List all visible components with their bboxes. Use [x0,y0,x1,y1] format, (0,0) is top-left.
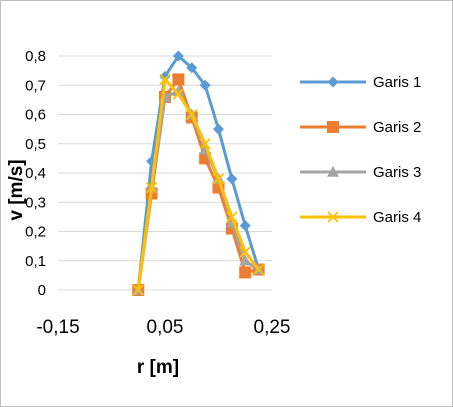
y-tick-label: 0,7 [25,77,46,94]
legend-item: Garis 4 [300,209,421,226]
square-marker [172,73,185,86]
x-marker [186,108,198,121]
series-line [136,77,259,291]
triangle-marker [327,166,339,177]
y-tick-label: 0,2 [25,224,46,241]
triangle-marker [172,85,185,96]
x-marker [327,211,339,223]
x-tick-labels: -0,15 0,05 0,25 [36,317,290,338]
x-marker-stroke [199,138,211,150]
x-marker-stroke [172,88,185,100]
x-marker-stroke [212,173,225,185]
x-marker-stroke [252,263,265,276]
x-tick-label: 0,25 [254,317,291,338]
y-tick-label: 0,8 [25,48,46,65]
y-tick-label: 0 [38,282,46,299]
x-marker [159,73,171,86]
x-tick-label: 0,05 [147,317,184,338]
x-marker [199,138,211,150]
x-marker [132,284,144,296]
y-tick-label: 0,4 [25,165,46,182]
x-marker-stroke [327,211,339,223]
x-marker-stroke [132,284,144,296]
x-marker [252,263,265,276]
diamond-marker [159,70,171,82]
y-tick-label: 0,1 [25,253,46,270]
x-marker [212,173,225,185]
x-marker [172,88,185,100]
y-tick-label: 0,6 [25,107,46,124]
legend-item: Garis 3 [300,164,421,181]
x-marker [226,211,238,223]
diamond-marker [199,79,211,91]
x-marker-stroke [145,181,158,194]
diamond-marker [226,173,238,185]
series-line [136,54,261,291]
x-marker-stroke [186,108,198,121]
diamond-marker [327,76,339,88]
x-marker-stroke [239,246,251,258]
x-marker-stroke [159,73,171,86]
diamond-marker [239,220,251,232]
legend-label: Garis 4 [373,209,421,226]
x-marker [239,246,251,258]
x-marker [145,181,158,194]
diamond-marker [172,50,184,62]
legend: Garis 1 Garis 2 Garis 3 Garis 4 [300,74,421,226]
x-axis-title: r [m] [137,357,179,378]
diamond-marker [213,123,224,135]
legend-item: Garis 1 [300,74,421,91]
legend-label: Garis 3 [373,164,421,181]
y-tick-label: 0,5 [25,136,46,153]
diamond-marker [186,62,198,74]
gridlines [58,55,272,291]
legend-label: Garis 2 [373,119,421,136]
legend-item: Garis 2 [300,119,421,136]
series-4 [132,73,265,296]
y-axis-title: v [m/s] [6,159,27,220]
legend-label: Garis 1 [373,74,421,91]
x-marker-stroke [226,211,238,223]
y-tick-label: 0,3 [25,194,46,211]
square-marker [327,121,339,133]
series-line [136,77,260,291]
series-group [132,50,265,296]
x-tick-label: -0,15 [36,317,79,338]
y-tick-labels: 0 0,1 0,2 0,3 0,4 0,5 0,6 0,7 0,8 [25,48,46,299]
square-marker [239,266,252,279]
triangle-marker [239,254,252,266]
